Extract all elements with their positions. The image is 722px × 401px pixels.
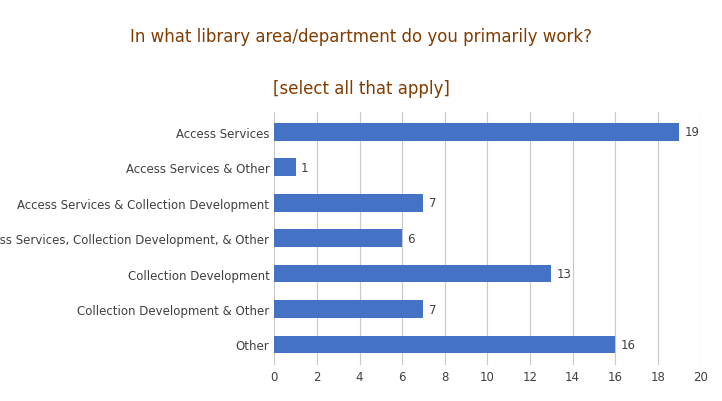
Text: In what library area/department do you primarily work?: In what library area/department do you p…	[130, 28, 592, 46]
Text: 16: 16	[620, 338, 635, 351]
Bar	[274, 300, 423, 318]
Text: [select all that apply]: [select all that apply]	[273, 80, 449, 98]
Text: 19: 19	[684, 126, 700, 139]
Text: 7: 7	[429, 197, 436, 210]
Bar	[274, 124, 679, 142]
Bar	[274, 265, 552, 283]
Text: 13: 13	[557, 267, 571, 280]
Bar	[274, 159, 296, 177]
Bar	[274, 194, 423, 212]
Bar	[274, 336, 615, 353]
Text: 6: 6	[407, 232, 415, 245]
Text: 7: 7	[429, 303, 436, 316]
Bar	[274, 230, 402, 247]
Text: 1: 1	[301, 162, 308, 174]
